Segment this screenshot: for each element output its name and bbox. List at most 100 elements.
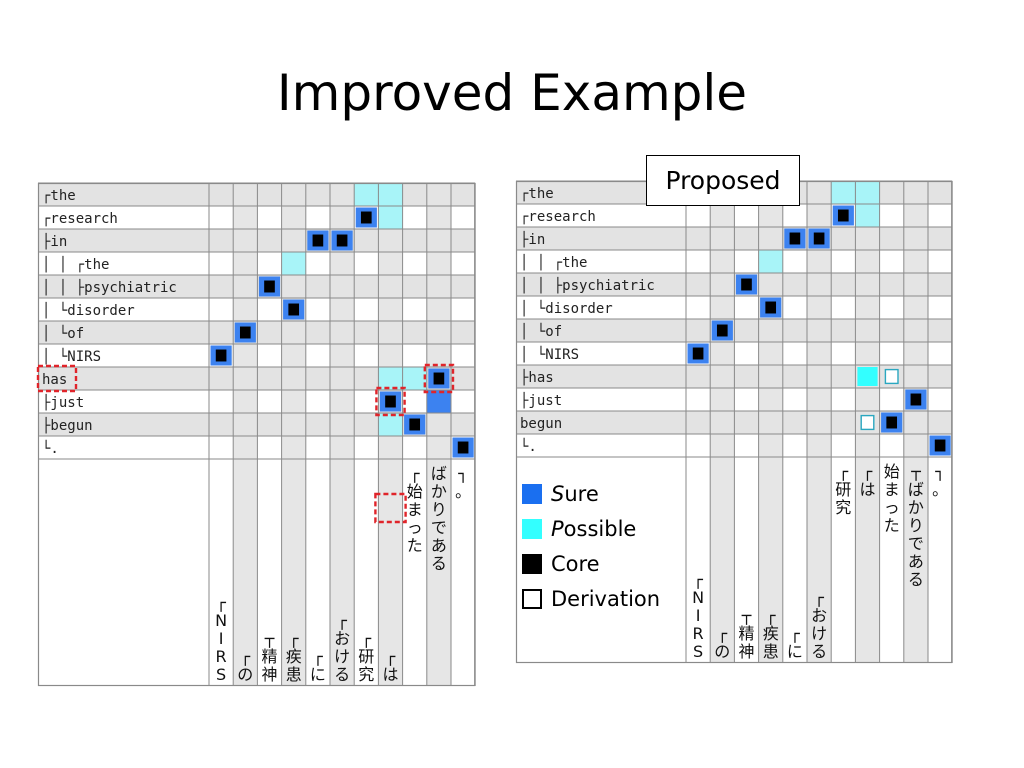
col-shade	[330, 183, 355, 686]
col-shade	[426, 183, 451, 686]
svg-text:┬: ┬	[741, 606, 752, 625]
target-token-label: ┬精神	[261, 629, 277, 684]
slide-title: Improved Example	[276, 64, 748, 122]
svg-text:患: 患	[763, 642, 779, 661]
svg-text:┌: ┌	[313, 647, 323, 666]
alignment-grid-baseline: ┌the ┌research ├in │ │ ┌the │ │ ├psychiatric…	[36, 182, 478, 688]
alignment-cell-possible	[281, 252, 306, 275]
svg-text:患: 患	[286, 665, 302, 684]
svg-text:N: N	[215, 611, 227, 630]
svg-text:か: か	[431, 482, 447, 501]
source-token-label: │ │ ┌the	[520, 253, 587, 271]
source-token-label: ├has	[520, 368, 554, 386]
svg-text:┌: ┌	[337, 611, 347, 630]
alignment-cell-possible	[831, 181, 856, 204]
target-token-label: ┬精神	[738, 606, 754, 661]
legend-item-core: Core	[522, 546, 687, 581]
svg-text:は: は	[382, 665, 398, 684]
svg-text:お: お	[334, 629, 350, 648]
proposed-label: Proposed	[646, 155, 800, 206]
legend-swatch-core	[522, 553, 542, 574]
source-token-label: └.	[520, 438, 537, 455]
target-token-label: ┌研究	[358, 629, 374, 684]
alignment-cell-core	[210, 345, 232, 366]
svg-text:。: 。	[455, 482, 471, 501]
alignment-cell-core	[760, 297, 782, 318]
svg-text:ば: ば	[908, 480, 924, 499]
svg-text:に: に	[310, 665, 326, 684]
alignment-cell-core	[832, 205, 854, 226]
svg-text:┬: ┬	[910, 462, 921, 481]
alignment-cell-deriv_cyan	[884, 368, 899, 385]
source-token-label: │ └of	[520, 322, 562, 340]
alignment-cell-core	[404, 414, 426, 435]
source-token-label: ┌research	[520, 209, 596, 225]
legend-swatch-sure	[522, 483, 542, 504]
source-token-label: ┌the	[520, 186, 554, 202]
svg-text:始: 始	[884, 462, 900, 481]
alignment-cell-possible	[354, 183, 379, 206]
alignment-cell-core	[687, 343, 709, 364]
alignment-cell-core	[258, 276, 281, 297]
alignment-cell-core	[428, 368, 450, 389]
svg-text:の: の	[714, 642, 730, 661]
alignment-cell-core	[234, 322, 256, 343]
svg-text:S: S	[693, 642, 703, 661]
svg-text:R: R	[216, 647, 227, 666]
target-token-label: ┌NIRS	[692, 570, 704, 661]
svg-text:I: I	[696, 606, 701, 625]
svg-text:。: 。	[932, 480, 948, 499]
target-token-label: ┌NIRS	[215, 593, 227, 684]
svg-text:ま: ま	[884, 480, 900, 499]
alignment-cell-possible	[758, 250, 783, 273]
svg-text:り: り	[908, 516, 924, 535]
alignment-cell-core	[881, 412, 903, 433]
alignment-cell-possible	[378, 367, 403, 390]
svg-text:研: 研	[358, 647, 374, 666]
alignment-cell-possible	[402, 367, 427, 390]
source-token-label: ┌the	[42, 188, 76, 204]
target-token-label: ┌は	[382, 647, 398, 684]
alignment-cell-core	[331, 230, 353, 251]
svg-text:ば: ば	[431, 464, 447, 483]
legend-label-sure: Sure	[551, 481, 599, 506]
legend-swatch-derivation	[522, 588, 542, 609]
svg-text:┌: ┌	[361, 629, 371, 648]
source-token-label: ├just	[520, 391, 562, 409]
svg-text:┐: ┐	[934, 462, 945, 481]
svg-text:┌: ┌	[693, 570, 703, 589]
target-token-label: ┌に	[787, 624, 803, 661]
svg-text:研: 研	[835, 480, 851, 499]
source-token-label: └.	[42, 440, 59, 457]
svg-text:精: 精	[261, 647, 277, 666]
source-token-label: has	[42, 372, 67, 388]
alignment-cell-core	[735, 274, 758, 295]
alignment-cell-core	[283, 299, 305, 320]
alignment-cell-core	[905, 389, 927, 410]
alignment-cell-possible	[378, 206, 403, 229]
source-token-label: │ └disorder	[520, 299, 613, 317]
alignment-cell-core	[808, 228, 830, 249]
target-token-label: ┌に	[310, 647, 326, 684]
svg-text:け: け	[811, 624, 827, 643]
alignment-cell-possible	[378, 413, 403, 436]
svg-text:N: N	[692, 588, 704, 607]
svg-text:る: る	[908, 570, 924, 589]
svg-text:┌: ┌	[240, 647, 250, 666]
source-token-label: │ │ ├psychiatric	[520, 276, 655, 294]
svg-text:┌: ┌	[717, 624, 727, 643]
col-shade	[807, 181, 832, 663]
svg-text:で: で	[431, 518, 447, 537]
col-shade	[903, 181, 928, 663]
svg-text:ま: ま	[407, 500, 423, 519]
target-token-label: ┌の	[237, 647, 253, 684]
svg-text:の: の	[237, 665, 253, 684]
alignment-cell-deriv_cyan	[860, 414, 875, 431]
legend-label-possible: Possible	[551, 516, 637, 541]
target-token-label: ┌研究	[835, 462, 851, 517]
alignment-cell-core	[784, 228, 806, 249]
legend-label-derivation: Derivation	[551, 586, 661, 611]
svg-text:S: S	[216, 665, 226, 684]
